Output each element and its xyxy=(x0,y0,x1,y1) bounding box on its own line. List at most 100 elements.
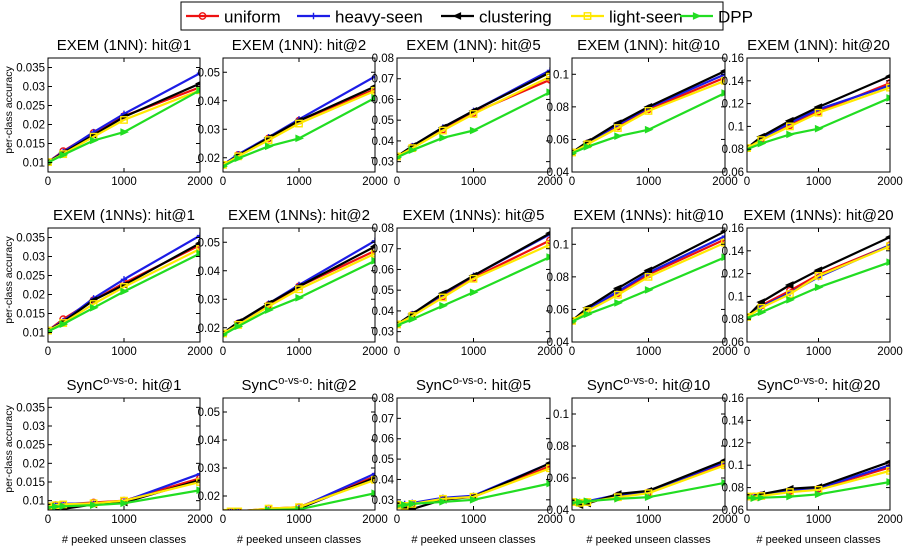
y-tick-label: 0.02 xyxy=(198,153,220,165)
y-tick-label: 0.03 xyxy=(198,124,220,136)
data-point-DPP xyxy=(439,498,448,506)
y-tick-label: 0.04 xyxy=(372,306,395,318)
data-point-DPP xyxy=(295,294,304,302)
series-light-seen xyxy=(397,240,550,329)
subplot-5: EXEM (1NN): hit@20 0.06 0.08 0.1 0.12 0.14 0.1… xyxy=(722,37,903,188)
data-point-DPP xyxy=(469,496,479,504)
legend-item-light-seen: light-seen xyxy=(571,8,683,27)
data-point-DPP xyxy=(469,126,479,135)
axes-frame xyxy=(746,227,891,343)
y-tick-label: 0.1 xyxy=(728,460,744,472)
data-point-DPP xyxy=(120,128,129,136)
data-point-DPP xyxy=(721,89,725,97)
series-line-DPP xyxy=(572,92,725,155)
data-point-DPP xyxy=(886,258,890,267)
x-tick-label: 2000 xyxy=(187,514,213,526)
data-point-clustering xyxy=(612,284,622,293)
data-point-heavy-seen xyxy=(196,70,200,77)
data-point-DPP xyxy=(583,142,593,151)
data-point-light-seen xyxy=(644,272,653,281)
y-axis-label: per-class accuracy xyxy=(3,404,15,492)
axes-frame xyxy=(222,397,376,511)
legend-label-light-seen: light-seen xyxy=(609,8,683,27)
data-point-DPP xyxy=(576,498,585,506)
data-point-DPP xyxy=(227,508,230,510)
data-point-DPP xyxy=(546,253,550,261)
y-axis-label: per-class accuracy xyxy=(3,235,15,323)
legend-item-DPP: DPP xyxy=(680,8,753,27)
series-DPP xyxy=(747,94,890,152)
y-tick-label: 0.12 xyxy=(722,269,744,281)
y-tick-label: 0.08 xyxy=(547,102,569,114)
y-tick-label: 0.03 xyxy=(23,421,45,433)
series-DPP xyxy=(48,249,200,334)
x-axis-label: # peeked unseen classes xyxy=(756,534,881,546)
data-point-light-seen xyxy=(196,244,200,253)
x-tick-label: 1000 xyxy=(636,514,662,526)
subplot-11: SynCo-vs-o: hit@1 0.01 0.015 0.02 0.025 0.03 0… xyxy=(3,375,213,546)
data-point-light-seen xyxy=(644,107,653,115)
x-tick-label: 0 xyxy=(744,346,750,358)
y-tick-label: 0.14 xyxy=(722,246,745,258)
series-line-DPP xyxy=(397,91,550,159)
x-tick-label: 2000 xyxy=(537,514,563,526)
legend-label-heavy-seen: heavy-seen xyxy=(335,8,423,27)
data-point-DPP xyxy=(59,502,69,510)
data-point-DPP xyxy=(644,286,654,294)
data-point-heavy-seen xyxy=(371,73,375,80)
data-point-DPP xyxy=(265,142,274,151)
y-tick-label: 0.06 xyxy=(722,167,744,179)
y-tick-label: 0.1 xyxy=(728,121,744,133)
data-point-DPP xyxy=(721,478,725,487)
data-point-light-seen xyxy=(814,108,823,117)
data-point-DPP xyxy=(721,253,725,262)
series-DPP xyxy=(48,86,200,165)
y-tick-label: 0.12 xyxy=(722,99,744,111)
data-point-heavy-seen xyxy=(371,237,375,245)
data-point-DPP xyxy=(644,125,654,134)
data-point-DPP xyxy=(408,146,418,155)
data-point-DPP xyxy=(614,494,623,503)
legend-label-DPP: DPP xyxy=(718,8,753,27)
data-point-DPP xyxy=(546,479,550,488)
y-tick-label: 0.015 xyxy=(16,309,45,321)
x-tick-label: 2000 xyxy=(712,514,738,526)
x-axis-label: # peeked unseen classes xyxy=(411,534,536,546)
legend: uniform heavy-seen clustering light-seen DPP xyxy=(180,1,753,31)
data-point-light-seen xyxy=(295,119,303,128)
y-axis-label: per-class accuracy xyxy=(3,65,15,153)
y-tick-label: 0.06 xyxy=(547,134,569,146)
y-tick-label: 0.04 xyxy=(547,337,570,349)
data-point-DPP xyxy=(757,139,767,148)
series-line-light-seen xyxy=(223,89,375,166)
y-tick-label: 0.1 xyxy=(553,409,569,421)
data-point-DPP xyxy=(614,299,623,307)
x-tick-label: 2000 xyxy=(712,176,738,188)
data-point-heavy-seen xyxy=(196,232,200,239)
series-DPP xyxy=(747,258,890,321)
y-tick-label: 0.03 xyxy=(372,157,394,169)
x-tick-label: 1000 xyxy=(636,346,662,358)
y-tick-label: 0.08 xyxy=(372,393,394,405)
subplot-title: EXEM (1NNs): hit@10 xyxy=(573,207,723,224)
series-DPP xyxy=(48,486,200,510)
data-point-DPP xyxy=(295,134,304,143)
data-point-DPP xyxy=(814,490,824,499)
subplot-title: EXEM (1NN): hit@20 xyxy=(747,37,890,54)
y-tick-label: 0.04 xyxy=(547,505,570,517)
y-tick-label: 0.02 xyxy=(23,290,45,302)
y-tick-label: 0.01 xyxy=(23,158,45,170)
x-tick-label: 1000 xyxy=(111,176,137,188)
series-DPP xyxy=(397,253,550,328)
series-light-seen xyxy=(48,86,200,167)
data-point-light-seen xyxy=(439,126,447,135)
subplot-2: EXEM (1NN): hit@2 0.02 0.03 0.04 0.05 0 1000 20… xyxy=(198,37,388,188)
data-point-DPP xyxy=(196,249,200,258)
series-line-DPP xyxy=(253,492,375,510)
y-tick-label: 0.06 xyxy=(722,505,744,517)
x-tick-label: 0 xyxy=(744,514,750,526)
x-tick-label: 0 xyxy=(394,514,400,526)
x-tick-label: 0 xyxy=(45,346,51,358)
x-tick-label: 1000 xyxy=(286,176,312,188)
data-point-DPP xyxy=(614,132,623,140)
